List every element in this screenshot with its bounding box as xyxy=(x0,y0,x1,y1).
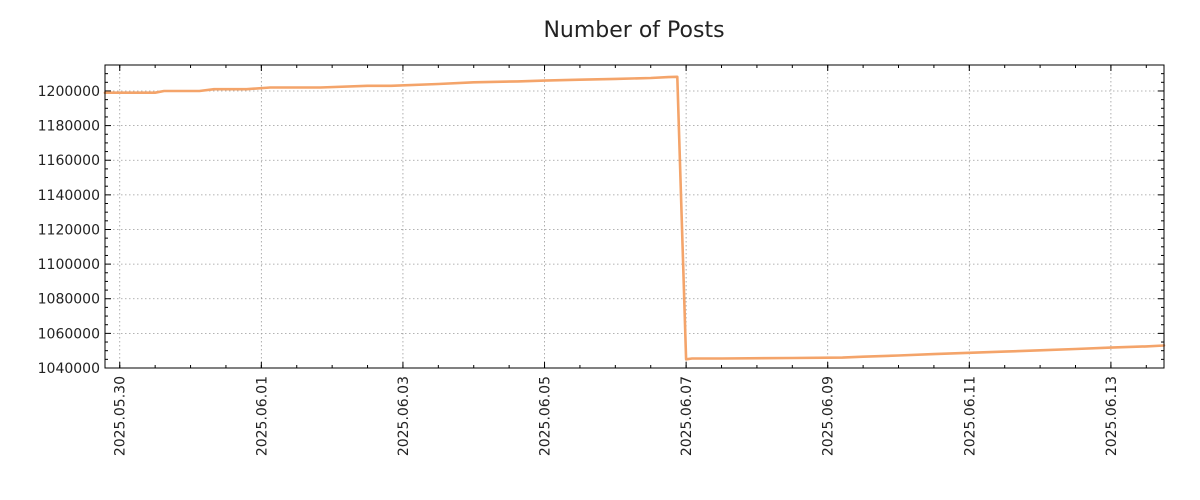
series-layer xyxy=(103,75,1166,361)
x-tick-label: 2025.05.30 xyxy=(113,376,129,456)
y-tick-label: 1060000 xyxy=(38,326,100,342)
grid-layer xyxy=(105,65,1164,369)
series-line xyxy=(103,75,1166,361)
y-tick-label: 1180000 xyxy=(38,119,100,135)
y-tick-label: 1100000 xyxy=(38,257,100,273)
y-tick-label: 1140000 xyxy=(38,188,100,204)
x-tick-label: 2025.06.09 xyxy=(821,376,837,456)
y-tick-label: 1200000 xyxy=(38,84,100,100)
y-tick-label: 1040000 xyxy=(38,361,100,377)
tick-layer xyxy=(105,64,1164,369)
x-tick-label: 2025.06.07 xyxy=(679,376,695,456)
chart-title: Number of Posts xyxy=(543,18,724,43)
x-tick-label: 2025.06.03 xyxy=(396,376,412,456)
y-tick-label: 1120000 xyxy=(38,222,100,238)
plot-frame xyxy=(104,64,1165,369)
tick-label-layer: 1040000 1060000 1080000 1100000 1120000 11400… xyxy=(38,84,1120,456)
y-tick-label: 1160000 xyxy=(38,153,100,169)
x-tick-label: 2025.06.13 xyxy=(1104,376,1120,456)
x-tick-label: 2025.06.01 xyxy=(254,376,270,456)
x-tick-label: 2025.06.05 xyxy=(538,376,554,456)
y-tick-label: 1080000 xyxy=(38,292,100,308)
x-tick-label: 2025.06.11 xyxy=(962,376,978,456)
